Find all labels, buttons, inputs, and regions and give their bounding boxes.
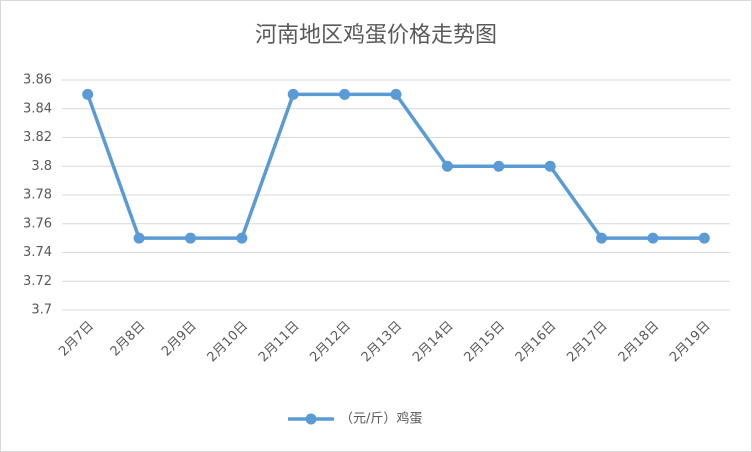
y-tick-label: 3.86	[23, 73, 52, 88]
point-marker	[184, 232, 196, 244]
point-marker	[544, 160, 556, 172]
point-marker	[339, 88, 351, 100]
y-tick-label: 3.72	[23, 274, 52, 289]
point-marker	[133, 232, 145, 244]
point-marker	[493, 160, 505, 172]
legend-marker	[305, 413, 317, 425]
legend-label: （元/斤）鸡蛋	[340, 411, 422, 427]
y-tick-label: 3.82	[23, 130, 52, 145]
y-tick-label: 3.78	[23, 188, 52, 203]
point-marker	[390, 88, 402, 100]
y-tick-label: 3.8	[31, 159, 52, 174]
point-marker	[596, 232, 608, 244]
y-tick-label: 3.74	[23, 245, 52, 260]
y-tick-label: 3.84	[23, 101, 52, 116]
y-tick-label: 3.76	[23, 216, 52, 231]
point-marker	[441, 160, 453, 172]
chart-title: 河南地区鸡蛋价格走势图	[255, 23, 497, 48]
y-tick-label: 3.7	[31, 303, 52, 318]
point-marker	[698, 232, 710, 244]
point-marker	[287, 88, 299, 100]
point-marker	[236, 232, 248, 244]
point-marker	[647, 232, 659, 244]
point-marker	[82, 88, 94, 100]
